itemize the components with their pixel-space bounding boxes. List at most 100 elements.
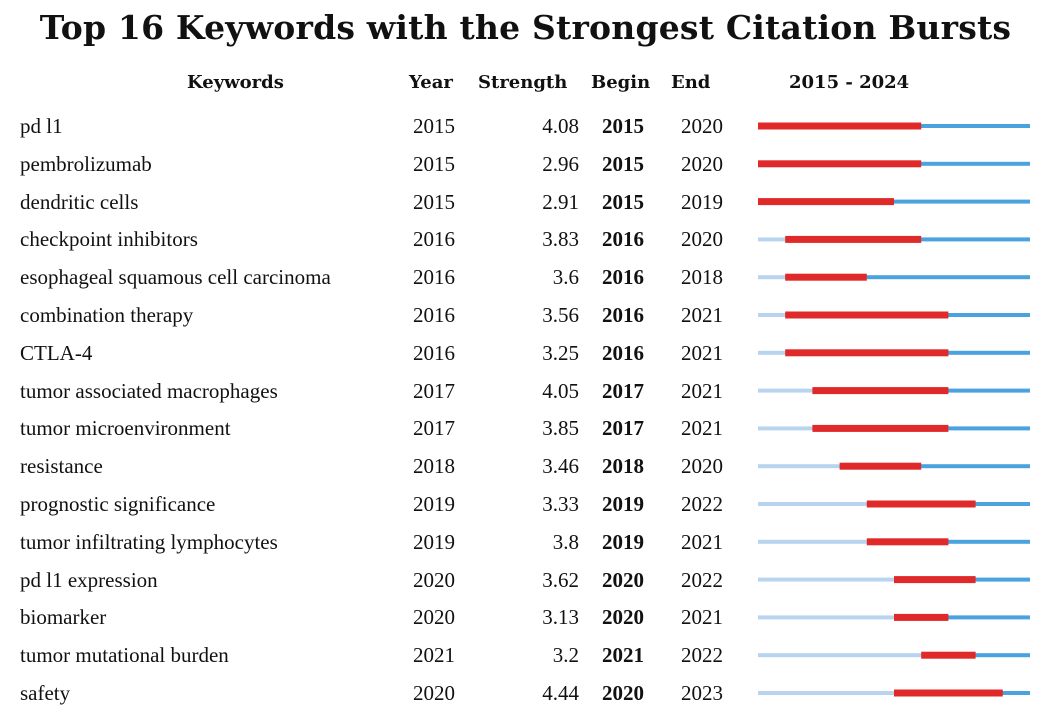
row-11-pre-period-bar [758, 502, 867, 506]
row-16-strength: 4.44 [542, 681, 579, 705]
row-15-keyword: tumor mutational burden [20, 643, 229, 668]
row-9-strength: 3.85 [542, 416, 579, 441]
row-6-year: 2016 [413, 303, 455, 327]
header-strength: Strength [478, 72, 568, 93]
row-11-year: 2019 [413, 492, 455, 516]
row-7-strength: 3.25 [542, 340, 579, 365]
row-2-end: 2020 [681, 151, 723, 176]
row-1-keyword: pd l1 [20, 114, 63, 138]
row-5-begin: 2016 [602, 265, 644, 290]
row-12-burst-bar [866, 538, 949, 546]
row-8-end: 2021 [681, 378, 723, 403]
row-15-strength: 3.2 [552, 643, 579, 668]
row-14-keyword: biomarker [20, 605, 107, 630]
row-10-strength: 3.46 [542, 454, 579, 479]
row-3-begin: 2015 [602, 189, 644, 214]
row-6-pre-period-bar [758, 313, 786, 317]
row-11-begin: 2019 [602, 492, 644, 516]
row-4-year: 2016 [413, 227, 455, 252]
row-13-strength: 3.62 [542, 567, 579, 592]
row-3-year: 2015 [413, 189, 455, 214]
row-9-pre-period-bar [758, 426, 813, 431]
row-13-burst-bar [894, 576, 976, 584]
row-12-strength: 3.8 [552, 529, 579, 554]
row-6-end: 2021 [681, 303, 723, 327]
row-3-end: 2019 [681, 189, 723, 214]
row-9-burst-bar [812, 424, 949, 432]
row-3-strength: 2.91 [542, 189, 579, 214]
row-8-year: 2017 [413, 378, 455, 403]
row-12-year: 2019 [413, 529, 455, 554]
row-7-end: 2021 [681, 340, 723, 365]
chart-title: Top 16 Keywords with the Strongest Citat… [39, 8, 1012, 47]
header-end: End [671, 72, 711, 93]
row-8-begin: 2017 [602, 378, 644, 403]
row-4-burst-bar [785, 235, 922, 243]
row-8-burst-bar [812, 387, 949, 395]
row-15-end: 2022 [681, 643, 723, 668]
row-2-year: 2015 [413, 151, 455, 176]
row-14-strength: 3.13 [542, 605, 579, 630]
row-7-pre-period-bar [758, 350, 786, 355]
row-11-strength: 3.33 [542, 492, 579, 516]
row-5-strength: 3.6 [552, 265, 579, 290]
row-12-pre-period-bar [758, 539, 867, 544]
row-4-pre-period-bar [758, 237, 786, 242]
row-5-burst-bar [785, 273, 867, 281]
row-10-end: 2020 [681, 454, 723, 479]
row-13-keyword: pd l1 expression [20, 567, 158, 592]
row-13-pre-period-bar [758, 577, 894, 582]
row-12-end: 2021 [681, 529, 723, 554]
row-3-keyword: dendritic cells [20, 189, 139, 214]
row-4-strength: 3.83 [542, 227, 579, 252]
row-5-end: 2018 [681, 265, 723, 290]
row-15-pre-period-bar [758, 653, 922, 658]
row-11-keyword: prognostic significance [20, 492, 216, 516]
row-14-begin: 2020 [602, 605, 644, 630]
row-5-active-period-bar [785, 275, 1030, 280]
row-16-pre-period-bar [758, 691, 894, 695]
row-14-pre-period-bar [758, 615, 894, 620]
row-16-burst-bar [894, 689, 1003, 697]
row-5-pre-period-bar [758, 275, 786, 280]
row-10-begin: 2018 [602, 454, 644, 479]
row-1-burst-bar [758, 122, 922, 130]
row-1-begin: 2015 [602, 114, 644, 138]
row-14-active-period-bar [894, 615, 1030, 620]
row-7-begin: 2016 [602, 340, 644, 365]
row-9-end: 2021 [681, 416, 723, 441]
row-9-keyword: tumor microenvironment [20, 416, 231, 441]
row-8-strength: 4.05 [542, 378, 579, 403]
row-4-end: 2020 [681, 227, 723, 252]
row-4-keyword: checkpoint inhibitors [20, 227, 198, 252]
header-begin: Begin [591, 72, 651, 93]
row-14-end: 2021 [681, 605, 723, 630]
row-16-keyword: safety [20, 681, 71, 705]
row-9-year: 2017 [413, 416, 455, 441]
row-16-year: 2020 [413, 681, 455, 705]
row-1-end: 2020 [681, 114, 723, 138]
header-keywords: Keywords [187, 72, 284, 93]
row-12-active-period-bar [866, 539, 1030, 544]
row-15-year: 2021 [413, 643, 455, 668]
row-12-begin: 2019 [602, 529, 644, 554]
row-11-end: 2022 [681, 492, 723, 516]
row-14-year: 2020 [413, 605, 455, 630]
row-14-burst-bar [894, 613, 949, 621]
row-12-keyword: tumor infiltrating lymphocytes [20, 529, 278, 554]
row-7-keyword: CTLA-4 [20, 340, 93, 365]
row-5-keyword: esophageal squamous cell carcinoma [20, 265, 331, 290]
row-2-strength: 2.96 [542, 151, 579, 176]
row-10-burst-bar [839, 462, 922, 470]
row-9-begin: 2017 [602, 416, 644, 441]
row-16-begin: 2020 [602, 681, 644, 705]
row-6-begin: 2016 [602, 303, 644, 327]
row-6-keyword: combination therapy [20, 303, 194, 327]
row-2-keyword: pembrolizumab [20, 151, 152, 176]
row-2-begin: 2015 [602, 151, 644, 176]
row-13-year: 2020 [413, 567, 455, 592]
row-11-burst-bar [866, 500, 976, 508]
header-range: 2015 - 2024 [789, 72, 910, 93]
row-15-burst-bar [921, 651, 976, 659]
